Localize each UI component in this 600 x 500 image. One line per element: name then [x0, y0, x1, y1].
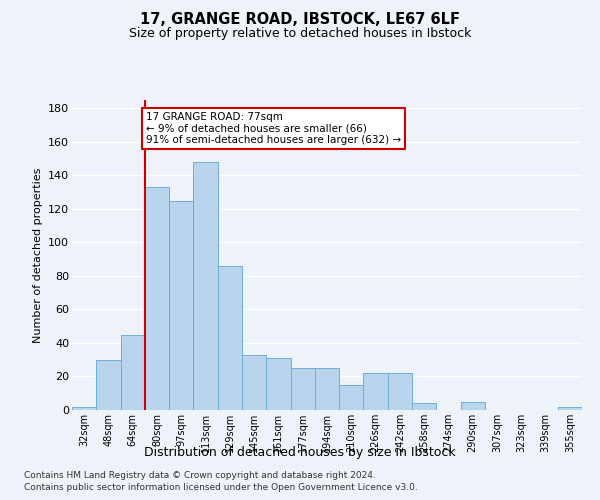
- Text: Contains public sector information licensed under the Open Government Licence v3: Contains public sector information licen…: [24, 484, 418, 492]
- Bar: [388, 373, 412, 410]
- Bar: [558, 406, 582, 410]
- Bar: [169, 200, 193, 410]
- Text: Contains HM Land Registry data © Crown copyright and database right 2024.: Contains HM Land Registry data © Crown c…: [24, 471, 376, 480]
- Bar: [193, 162, 218, 410]
- Bar: [339, 385, 364, 410]
- Bar: [315, 368, 339, 410]
- Bar: [242, 354, 266, 410]
- Bar: [145, 187, 169, 410]
- Bar: [72, 406, 96, 410]
- Text: 17 GRANGE ROAD: 77sqm
← 9% of detached houses are smaller (66)
91% of semi-detac: 17 GRANGE ROAD: 77sqm ← 9% of detached h…: [146, 112, 401, 145]
- Bar: [266, 358, 290, 410]
- Bar: [364, 373, 388, 410]
- Bar: [218, 266, 242, 410]
- Text: Distribution of detached houses by size in Ibstock: Distribution of detached houses by size …: [144, 446, 456, 459]
- Text: Size of property relative to detached houses in Ibstock: Size of property relative to detached ho…: [129, 28, 471, 40]
- Y-axis label: Number of detached properties: Number of detached properties: [32, 168, 43, 342]
- Bar: [461, 402, 485, 410]
- Bar: [290, 368, 315, 410]
- Bar: [96, 360, 121, 410]
- Bar: [412, 404, 436, 410]
- Text: 17, GRANGE ROAD, IBSTOCK, LE67 6LF: 17, GRANGE ROAD, IBSTOCK, LE67 6LF: [140, 12, 460, 28]
- Bar: [121, 334, 145, 410]
